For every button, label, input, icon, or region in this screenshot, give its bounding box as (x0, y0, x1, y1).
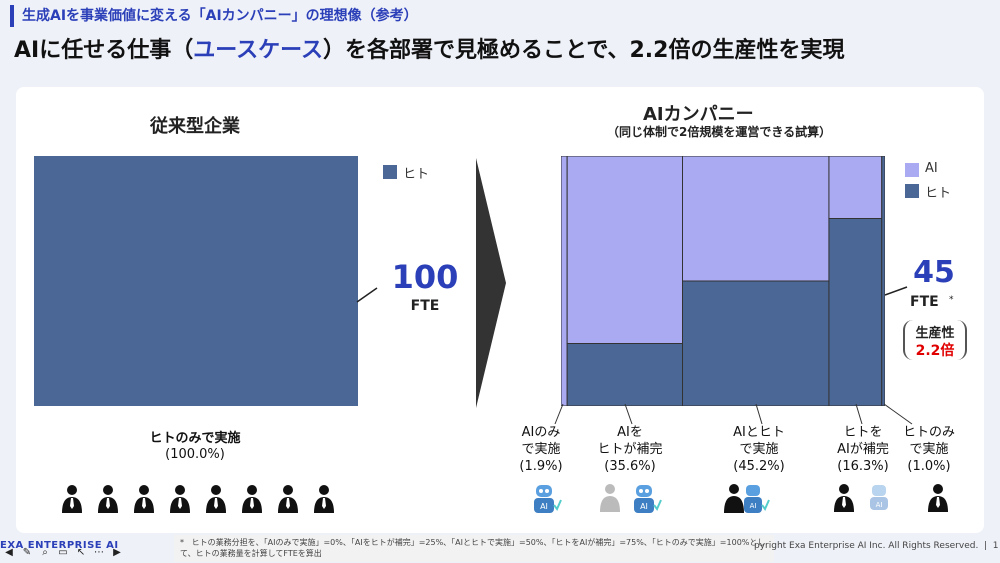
person-gray-icon (600, 484, 620, 512)
left-caption-line1: ヒトのみで実施 (149, 431, 241, 446)
ai-robot-faded-icon: AI (870, 485, 888, 510)
mekko-ai-segment (682, 156, 830, 282)
leader-line (755, 403, 763, 425)
title-highlight: ユースケース (193, 38, 324, 63)
productivity-bracket (903, 320, 967, 360)
left-fte-unit: FTE (410, 298, 440, 314)
category-label-ai-and-human: AIとヒトで実施 (45.2%) (722, 424, 796, 475)
footnote: * ヒトの業務分担を、「AIのみで実施」=0%、「AIをヒトが補完」=25%、「… (174, 535, 774, 562)
category-pct: (35.6%) (604, 459, 656, 474)
svg-text:AI: AI (540, 502, 548, 511)
person-icon (278, 485, 298, 513)
left-caption-line2: (100.0%) (165, 447, 225, 462)
right-fte-note: * (949, 295, 954, 305)
people-row (60, 484, 336, 514)
category-leader-lines (554, 403, 913, 425)
footnote-mark: * (180, 538, 184, 547)
left-legend-human-swatch (383, 165, 397, 179)
ai-robot-icon: AI (634, 485, 662, 513)
leader-line (855, 403, 863, 425)
productivity-value: 2.2倍 (915, 343, 955, 359)
svg-text:AI: AI (640, 502, 648, 511)
right-legend-ai-swatch (905, 163, 919, 177)
left-human-bar (34, 156, 358, 406)
category-line2: ヒトが補完 (597, 442, 663, 457)
category-line2: で実施 (739, 442, 779, 457)
copyright-text: pyright Exa Enterprise AI Inc. All Right… (754, 541, 979, 551)
category-pct: (1.9%) (519, 459, 563, 474)
copyright: pyright Exa Enterprise AI Inc. All Right… (754, 541, 999, 551)
person-icon (206, 485, 226, 513)
person-icon (98, 485, 118, 513)
left-legend-human-label: ヒト (403, 167, 430, 182)
mekko-human-segment (828, 218, 883, 406)
person-icon (834, 484, 854, 512)
right-fte-value: 45 (913, 255, 955, 290)
slide-subtitle: 生成AIを事業価値に変える「AIカンパニー」の理想像（参考） (10, 5, 418, 27)
ai-company-mekko-chart (561, 156, 885, 406)
person-icon (170, 485, 190, 513)
ai-robot-icon: AI (534, 485, 562, 513)
company-logo: EXA ENTERPRISE AI (0, 540, 119, 551)
mekko-ai-segment (566, 156, 684, 344)
leader-line (554, 403, 564, 425)
category-line1: AIとヒト (733, 425, 785, 440)
footnote-text: ヒトの業務分担を、「AIのみで実施」=0%、「AIをヒトが補完」=25%、「AI… (180, 538, 766, 558)
transition-arrow-icon (476, 158, 506, 408)
svg-text:AI: AI (876, 501, 883, 509)
mekko-human-segment (682, 280, 830, 406)
subtitle-icon[interactable]: ▭ (58, 547, 68, 558)
person-icon (314, 485, 334, 513)
slide-title: AIに任せる仕事（ユースケース）を各部署で見極めることで、2.2倍の生産性を実現 (14, 32, 844, 64)
person-icon (928, 484, 948, 512)
category-line1: AIのみ (521, 425, 561, 440)
pointer-icon[interactable]: ↖ (76, 547, 86, 558)
leader-line (624, 403, 633, 425)
right-legend-human-swatch (905, 184, 919, 198)
pen-icon[interactable]: ✎ (22, 547, 32, 558)
svg-text:AI: AI (750, 502, 757, 510)
right-heading: AIカンパニー (643, 104, 754, 125)
category-label-ai-human-supplement: AIをヒトが補完 (35.6%) (592, 424, 668, 475)
left-fte-value: 100 (391, 258, 459, 296)
leader-line (883, 403, 913, 425)
category-label-human-ai-supplement: ヒトを AIが補完 (16.3%) (830, 424, 896, 475)
category-line1: ヒトのみ (902, 425, 955, 440)
right-legend-human-label: ヒト (925, 186, 952, 201)
category-label-human-only: ヒトのみで実施 (1.0%) (896, 424, 962, 475)
right-fte-unit: FTE (910, 294, 939, 310)
right-subheading: （同じ体制で2倍規模を運営できる試算） (607, 125, 832, 139)
left-heading: 従来型企業 (150, 116, 240, 137)
next-icon[interactable]: ▶ (113, 547, 121, 558)
category-line2: で実施 (909, 442, 949, 457)
previous-icon[interactable]: ◀ (5, 547, 13, 558)
category-line2: で実施 (521, 442, 561, 457)
page-number: 1 (992, 541, 999, 551)
left-fte-pointer (356, 287, 378, 303)
mekko-human-segment (881, 156, 885, 406)
person-icon (242, 485, 262, 513)
category-pct: (1.0%) (907, 459, 951, 474)
person-icon (62, 485, 82, 513)
person-icon (134, 485, 154, 513)
category-line2: AIが補完 (837, 442, 889, 457)
more-options-icon[interactable]: ⋯ (94, 547, 104, 558)
category-line1: AIを (617, 425, 643, 440)
ai-and-human-icon: AI (724, 484, 770, 513)
title-pre: AIに任せる仕事（ (14, 38, 194, 63)
right-legend-ai-label: AI (925, 161, 938, 176)
productivity-label: 生産性 (915, 326, 955, 341)
category-pct: (16.3%) (837, 459, 889, 474)
presentation-toolbar: ◀ ✎ ⌕ ▭ ↖ ⋯ ▶ (2, 546, 124, 562)
category-line1: ヒトを (843, 425, 883, 440)
category-label-ai-only: AIのみで実施 (1.9%) (515, 424, 567, 475)
mekko-ai-segment (561, 156, 568, 406)
right-fte-pointer (884, 286, 908, 296)
mekko-human-segment (566, 343, 684, 406)
title-post: ）を各部署で見極めることで、2.2倍の生産性を実現 (323, 38, 845, 63)
category-pct: (45.2%) (733, 459, 785, 474)
mekko-ai-segment (828, 156, 883, 219)
zoom-icon[interactable]: ⌕ (42, 547, 48, 558)
